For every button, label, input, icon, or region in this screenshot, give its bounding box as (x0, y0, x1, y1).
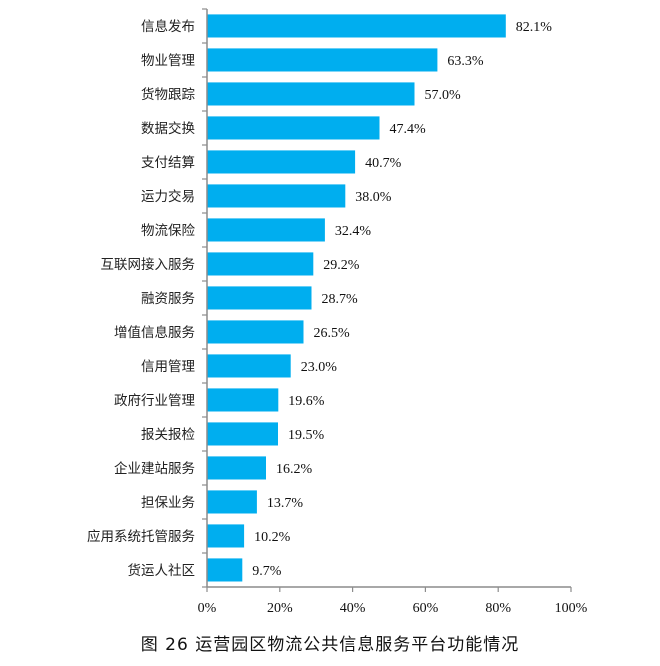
chart-caption: 图 26 运营园区物流公共信息服务平台功能情况 (140, 635, 520, 655)
bar (207, 558, 243, 582)
bar (207, 184, 346, 208)
category-label: 应用系统托管服务 (87, 528, 195, 545)
category-label: 融资服务 (141, 291, 195, 307)
value-label: 38.0% (355, 190, 392, 205)
bar (207, 490, 257, 514)
value-label: 40.7% (365, 156, 402, 171)
bar (207, 14, 506, 38)
category-label: 运力交易 (141, 188, 195, 205)
bar (207, 82, 415, 106)
x-tick-label: 100% (555, 601, 588, 616)
category-label: 信用管理 (141, 359, 195, 375)
bar (207, 354, 291, 378)
value-label: 47.4% (390, 122, 427, 137)
x-tick-label: 0% (198, 601, 217, 616)
value-label: 13.7% (267, 496, 304, 511)
category-label: 报关报检 (141, 427, 195, 443)
bar (207, 286, 312, 310)
x-tick-label: 40% (340, 601, 366, 616)
value-label: 9.7% (252, 564, 281, 579)
category-label: 企业建站服务 (114, 460, 195, 477)
value-label: 19.5% (288, 428, 325, 443)
value-label: 23.0% (301, 360, 338, 375)
bar (207, 524, 245, 548)
bar (207, 218, 325, 242)
bar (207, 150, 356, 174)
value-label: 19.6% (288, 394, 325, 409)
bar (207, 456, 266, 480)
bar (207, 252, 314, 276)
bars-group: 信息发布 82.1% 物业管理 63.3% 货物跟踪 57.0% 数据交换 47.4% 支付结算… (87, 14, 553, 582)
bar (207, 116, 380, 140)
bar (207, 48, 438, 72)
x-tick-label: 60% (413, 601, 439, 616)
category-label: 担保业务 (141, 495, 195, 511)
category-label: 政府行业管理 (114, 393, 195, 409)
x-tick-label: 20% (267, 601, 293, 616)
value-label: 32.4% (335, 224, 372, 239)
category-label: 支付结算 (141, 155, 195, 171)
value-label: 82.1% (516, 20, 553, 35)
x-tick-label: 80% (485, 601, 511, 616)
value-label: 57.0% (425, 88, 462, 103)
value-label: 29.2% (323, 258, 360, 273)
bar (207, 422, 278, 446)
bar (207, 320, 304, 344)
category-label: 互联网接入服务 (101, 256, 196, 273)
value-label: 63.3% (447, 54, 484, 69)
value-label: 10.2% (254, 530, 291, 545)
bar (207, 388, 279, 412)
value-label: 26.5% (314, 326, 351, 341)
category-label: 信息发布 (141, 18, 195, 35)
category-label: 货物跟踪 (141, 86, 195, 103)
category-label: 物流保险 (141, 223, 195, 239)
category-label: 增值信息服务 (114, 324, 195, 341)
category-label: 货运人社区 (128, 562, 196, 579)
category-label: 数据交换 (141, 120, 195, 137)
axes-group: 0% 20% 40% 60% 80% 100% (198, 8, 588, 616)
category-label: 物业管理 (141, 53, 195, 69)
value-label: 16.2% (276, 462, 313, 477)
value-label: 28.7% (322, 292, 359, 307)
